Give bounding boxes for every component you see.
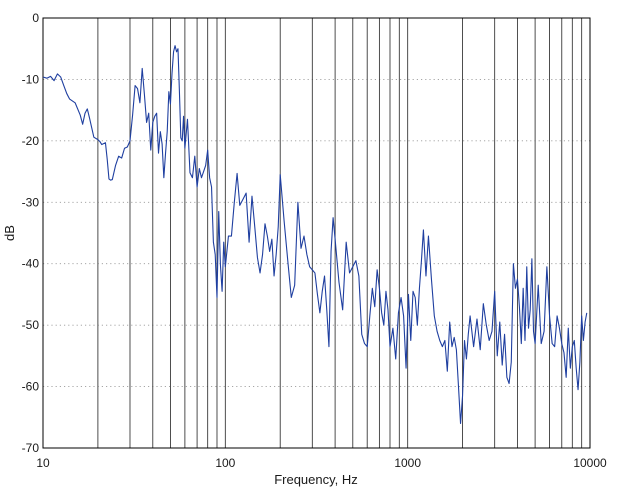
y-tick-label: -30	[22, 195, 40, 209]
plot-frame	[42, 17, 591, 449]
series-layer	[42, 45, 588, 424]
grid	[43, 18, 590, 448]
series-line	[42, 45, 588, 424]
x-axis-label: Frequency, Hz	[274, 472, 358, 487]
x-tick-label: 10000	[573, 456, 607, 470]
y-tick-labels: 0 -10 -20 -30 -40 -50 -60 -70	[22, 11, 40, 455]
x-tick-label: 100	[215, 456, 235, 470]
y-tick-label: -10	[22, 72, 40, 86]
y-tick-label: -50	[22, 318, 40, 332]
y-axis-label: dB	[2, 225, 17, 241]
y-tick-label: -40	[22, 257, 40, 271]
y-tick-label: -60	[22, 380, 40, 394]
x-tick-labels: 10 100 1000 10000	[36, 456, 607, 470]
x-tick-label: 1000	[394, 456, 421, 470]
y-tick-label: 0	[32, 11, 39, 25]
y-tick-label: -20	[22, 134, 40, 148]
x-tick-label: 10	[36, 456, 50, 470]
y-tick-label: -70	[22, 441, 40, 455]
